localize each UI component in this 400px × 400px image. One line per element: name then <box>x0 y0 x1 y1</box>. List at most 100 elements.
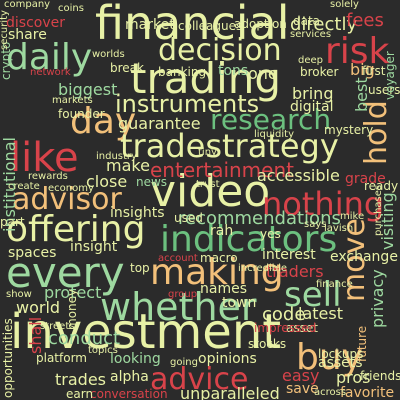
word-mike: mike <box>340 211 365 222</box>
word-protect: protect <box>44 283 102 302</box>
word-friends: friends <box>360 369 400 383</box>
word-rewards: rewards <box>28 171 68 182</box>
word-purchases: purchases <box>373 184 384 236</box>
word-broker: broker <box>300 65 339 79</box>
word-making: making <box>150 252 284 293</box>
word-traders: traders <box>266 262 324 281</box>
word-pros: pros <box>336 368 371 387</box>
word-biggest: biggest <box>58 80 118 99</box>
word-decision: decision <box>158 33 282 68</box>
word-save: save <box>286 381 319 397</box>
word-indicators: indicators <box>160 219 338 260</box>
word-whether: whether <box>100 285 257 329</box>
word-worlds: worlds <box>92 49 125 60</box>
word-accessible: accessible <box>257 166 340 185</box>
word-impressed: impressed <box>254 321 317 335</box>
word-advice: advice <box>150 362 249 397</box>
word-going: going <box>170 357 198 368</box>
word-lockups: lockups <box>318 347 364 361</box>
word-town: town <box>222 295 257 311</box>
word-interest: interest <box>262 247 316 263</box>
word-across: across <box>314 387 347 398</box>
word-top: top <box>130 261 150 275</box>
word-privacy: privacy <box>368 269 387 328</box>
word-big: big <box>350 60 375 79</box>
word-entertainment: entertainment <box>150 158 294 182</box>
word-code: code <box>262 304 306 325</box>
word-users: users <box>368 83 400 97</box>
word-asset: asset <box>286 321 318 335</box>
word-news: news <box>136 175 168 189</box>
word-exchange: exchange <box>330 249 398 265</box>
word-banking: banking <box>158 65 207 79</box>
word-opportunities: opportunities <box>1 318 15 398</box>
word-investment: investment <box>10 304 282 360</box>
word-trades: trades <box>55 370 106 389</box>
word-day: day <box>70 101 137 142</box>
word-alpha: alpha <box>110 369 149 385</box>
word-industry: industry <box>96 151 137 162</box>
word-network: network <box>30 67 71 78</box>
word-security: security <box>0 10 10 50</box>
word-trading: trading <box>130 54 282 103</box>
word-conduct: conduct <box>48 328 121 349</box>
word-data: data <box>293 14 321 28</box>
word-topics: topics <box>88 345 118 356</box>
word-economy: economy <box>48 183 94 194</box>
word-assets: assets <box>318 355 363 371</box>
word-make: make <box>106 156 150 175</box>
word-every: every <box>6 248 125 297</box>
word-create: create <box>8 181 40 192</box>
word-market: market <box>125 17 175 33</box>
word-bring: bring <box>292 84 334 103</box>
word-stocks: stocks <box>248 337 287 351</box>
word-show: show <box>6 289 32 300</box>
word-deep: deep <box>298 55 323 66</box>
word-world: world <box>16 298 61 317</box>
word-says: says <box>304 219 327 230</box>
word-names: names <box>200 281 247 297</box>
word-buy: buy <box>296 337 363 378</box>
word-close: close <box>86 172 128 191</box>
word-latest: latest <box>298 304 343 323</box>
word-looking: looking <box>110 351 161 367</box>
word-group: group <box>168 289 198 300</box>
word-advisor: advisor <box>12 182 122 217</box>
word-voyager: voyager <box>383 51 397 100</box>
word-daily: daily <box>6 37 93 78</box>
word-favorite: favorite <box>340 385 395 400</box>
word-tiny: tiny <box>198 147 217 158</box>
word-coins: coins <box>58 3 84 14</box>
word-opinions: opinions <box>198 351 257 367</box>
word-solely: solely <box>330 0 359 10</box>
word-part: part <box>0 215 25 229</box>
word-markets: markets <box>52 95 93 106</box>
word-lavish: lavish <box>324 223 354 234</box>
word-colleagues: colleagues <box>178 19 243 33</box>
word-recommendations: recommendations <box>178 208 341 229</box>
word-liquidity: liquidity <box>254 129 294 140</box>
word-share: share <box>8 27 47 43</box>
word-unparalleled: unparalleled <box>180 384 280 400</box>
word-offering: offering <box>6 209 146 250</box>
word-sell: sell <box>284 275 342 315</box>
word-ready: ready <box>364 179 399 193</box>
word-insights: insights <box>110 205 165 221</box>
word-guarantee: guarantee <box>118 114 201 133</box>
word-macro: macro <box>200 251 238 265</box>
word-founder: founder <box>58 107 105 121</box>
word-risk: risk <box>325 31 390 72</box>
word-tradestrategy: tradestrategy <box>120 127 339 165</box>
word-directly: directly <box>290 14 358 35</box>
word-fees: fees <box>346 10 384 31</box>
word-streets: streets <box>40 321 75 332</box>
word-digital: digital <box>290 99 334 115</box>
word-adoption: adoption <box>234 17 287 31</box>
word-first: first <box>362 64 386 78</box>
word-yes: yes <box>260 227 281 241</box>
word-conversation: conversation <box>90 387 168 400</box>
word-used: used <box>174 211 203 225</box>
word-earn: earn <box>66 387 94 400</box>
word-incredible: incredible <box>238 263 288 274</box>
